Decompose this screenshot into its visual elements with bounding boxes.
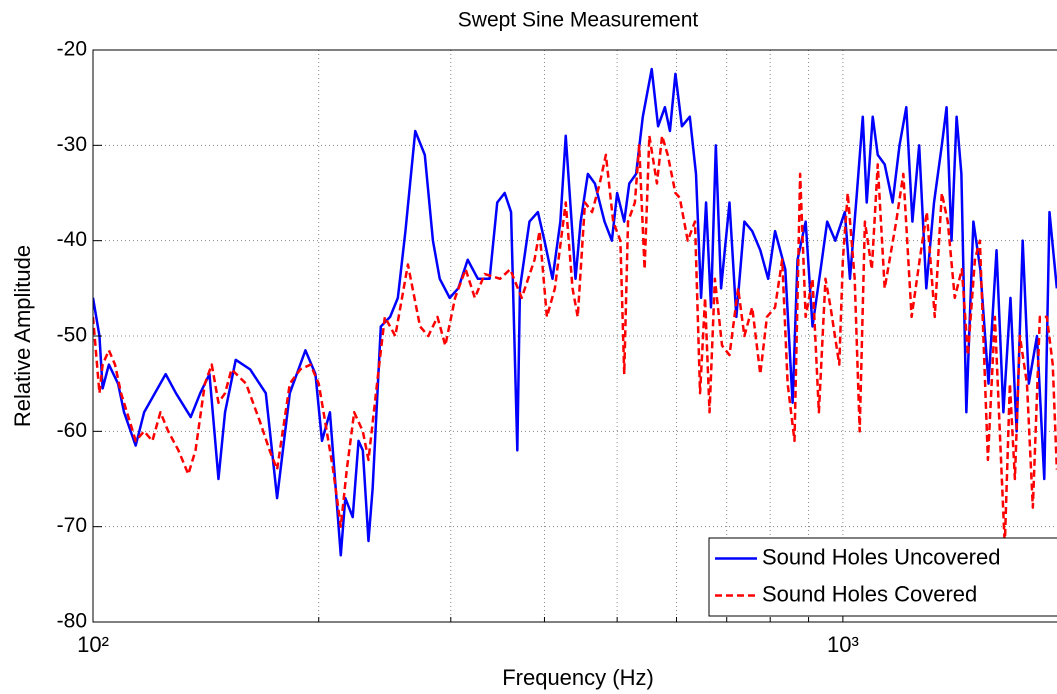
grid (92, 49, 1057, 623)
x-tick-label: 10³ (827, 632, 859, 657)
y-tick-label: -40 (57, 228, 87, 251)
chart-title: Swept Sine Measurement (458, 9, 699, 32)
y-tick-label: -80 (57, 610, 87, 633)
y-tick-label: -20 (57, 38, 87, 61)
legend: Sound Holes Uncovered Sound Holes Covered (708, 537, 1057, 617)
x-tick-label: 10² (77, 632, 109, 657)
legend-label: Sound Holes Covered (762, 581, 977, 606)
y-tick-label: -60 (57, 419, 87, 442)
y-tick-label: -50 (57, 324, 87, 347)
legend-box (708, 537, 1057, 617)
y-tick-label: -70 (57, 514, 87, 537)
axes-frame (92, 49, 1057, 623)
y-axis-label: Relative Amplitude (10, 245, 35, 427)
legend-label: Sound Holes Uncovered (762, 544, 1000, 569)
x-axis-label: Frequency (Hz) (502, 665, 654, 690)
series-line (93, 134, 1057, 547)
series-line (93, 67, 1057, 557)
plot-area (93, 67, 1057, 557)
y-tick-label: -30 (57, 133, 87, 156)
axes: -80 -70 -60 -50 -40 -30 -20 10² 10³ (57, 38, 1057, 657)
